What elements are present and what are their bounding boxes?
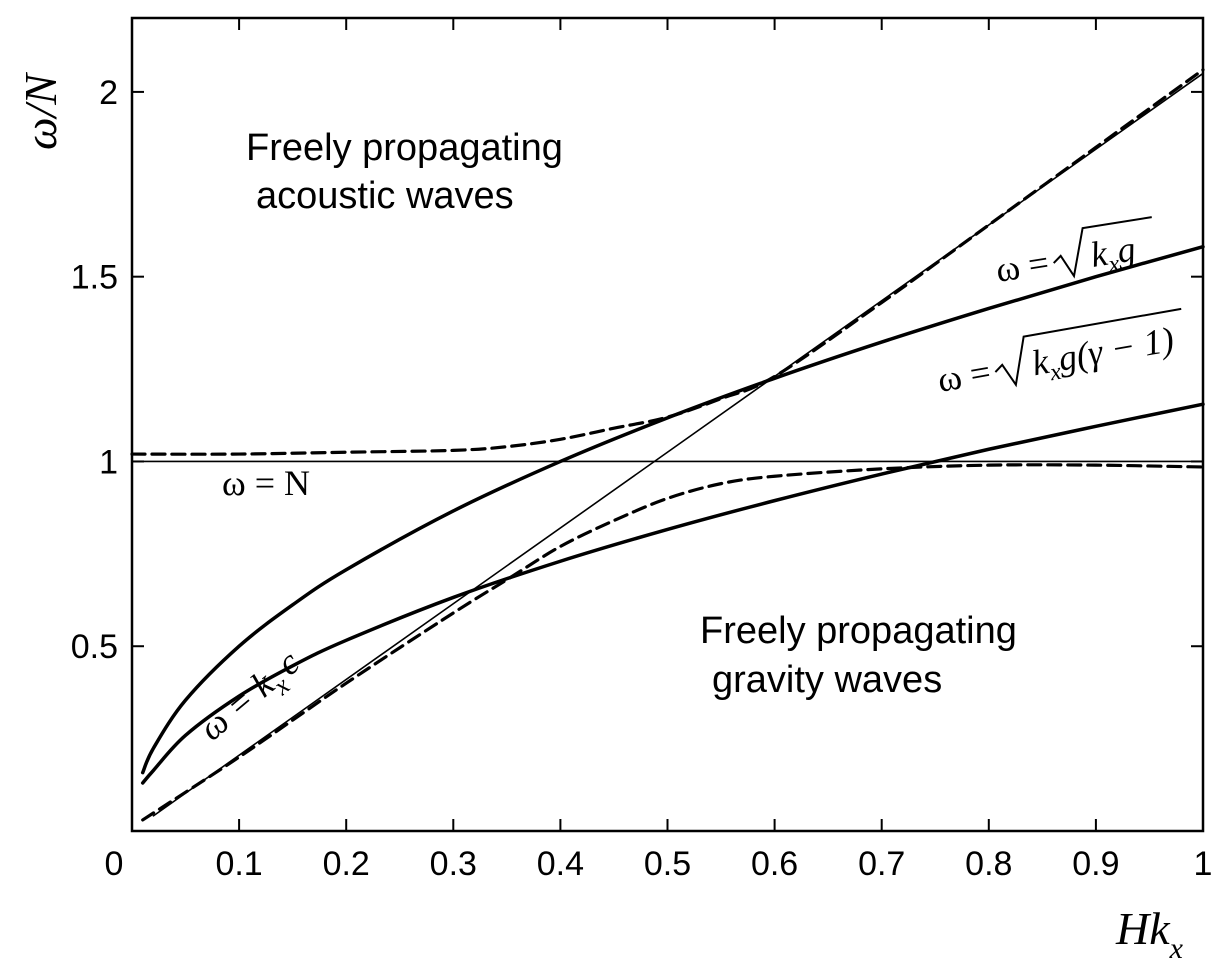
omega-sqrt-gamma-label: ω = kxg(γ − 1) — [934, 307, 1182, 400]
gravity-annotation-line2: gravity waves — [712, 659, 942, 701]
omega-sqrt-kxg-label: ω = kxg — [993, 216, 1152, 290]
x-axis-label: Hkx — [1115, 903, 1184, 965]
y-axis-label: ω/N — [15, 72, 66, 150]
acoustic-annotation-line1: Freely propagating — [246, 127, 563, 169]
series-line-4 — [130, 68, 1205, 456]
x-tick-label: 0.8 — [965, 845, 1012, 883]
y-tick-label: 2 — [99, 74, 118, 112]
x-tick-label: 0.9 — [1072, 845, 1119, 883]
x-tick-label: 0.2 — [323, 845, 370, 883]
series-layer — [130, 68, 1205, 822]
x-tick-label: 0.6 — [751, 845, 798, 883]
axis-ticks: 0 0.1 0.2 0.3 0.4 0.5 0.6 0.7 0.8 0.9 1 0.5 1 1.5 2 — [71, 18, 1213, 883]
x-axis-label-main: Hk — [1115, 903, 1171, 954]
svg-text:kxg: kxg — [1088, 228, 1139, 280]
x-tick-label: 0.3 — [430, 845, 477, 883]
y-tick-label: 1.5 — [71, 259, 118, 297]
series-line-2 — [140, 244, 1205, 775]
series-line-5 — [141, 463, 1205, 822]
acoustic-annotation-line2: acoustic waves — [256, 175, 514, 217]
x-tick-label: 0.4 — [537, 845, 584, 883]
svg-text:ω =: ω = — [993, 242, 1052, 290]
sqrt-sign-icon — [1053, 216, 1152, 279]
x-tick-label: 0.1 — [215, 845, 262, 883]
y-tick-label: 1 — [99, 443, 118, 481]
svg-text:kxg(γ − 1): kxg(γ − 1) — [1029, 319, 1178, 389]
series-line-3 — [140, 402, 1205, 785]
x-tick-label: 1 — [1194, 845, 1213, 883]
x-tick-label: 0.7 — [858, 845, 905, 883]
svg-text:ω = kxc: ω = kxc — [191, 642, 312, 754]
x-axis-label-sub: x — [1169, 932, 1184, 965]
omega-n-label: ω = N — [222, 463, 310, 503]
y-tick-label: 0.5 — [71, 628, 118, 666]
gravity-annotation-line1: Freely propagating — [700, 610, 1017, 652]
sqrt-sign-icon — [994, 307, 1182, 388]
svg-text:ω =: ω = — [934, 351, 993, 400]
x-tick-label: 0 — [105, 845, 124, 883]
omega-kxc-label: ω = kxc — [191, 642, 312, 754]
x-tick-label: 0.5 — [644, 845, 691, 883]
